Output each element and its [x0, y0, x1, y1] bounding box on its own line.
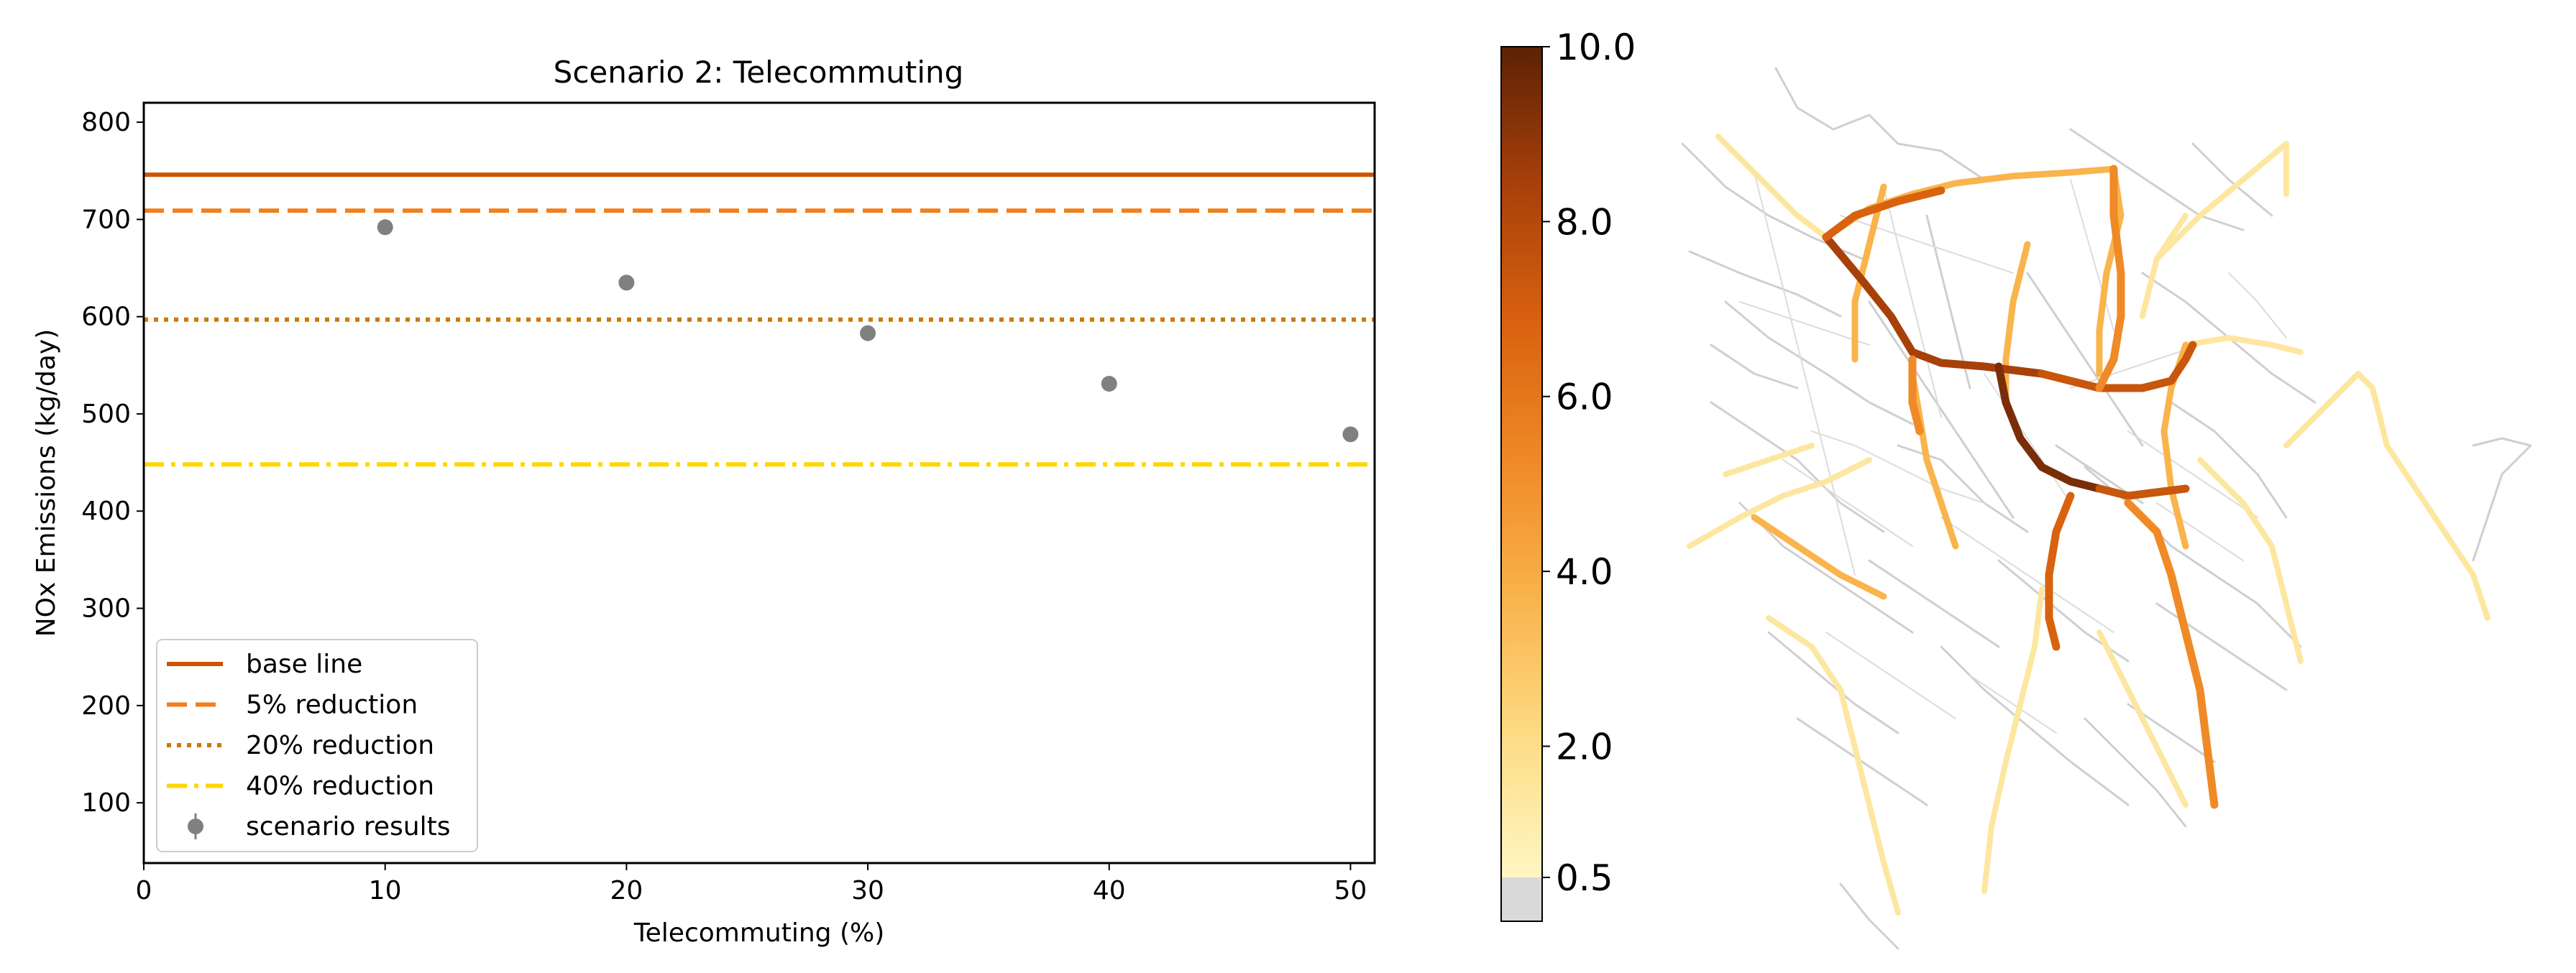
- legend: base line 5% reduction 20% reduction 40% re…: [156, 639, 478, 852]
- y-tick-label: 800: [81, 108, 131, 137]
- plot-frame: [142, 101, 1376, 864]
- y-tick-label: 200: [81, 691, 131, 721]
- y-tick-label: 500: [81, 400, 131, 429]
- colorbar-tick-label: 6.0: [1556, 377, 1613, 418]
- minor-roads-dense: [1739, 172, 2287, 734]
- minor-roads: [1681, 67, 2532, 950]
- colorbar-tick-label: 4.0: [1556, 551, 1613, 593]
- x-axis-ticks: 0 10 20 30 40 50: [136, 863, 1367, 905]
- colorbar-tick-label: 10.0: [1556, 27, 1636, 68]
- y-tick-label: 700: [81, 205, 131, 234]
- y-tick-label: 400: [81, 497, 131, 526]
- y-tick-label: 100: [81, 788, 131, 818]
- low-emission-roads: [1687, 134, 2490, 916]
- legend-label: 40% reduction: [246, 772, 434, 801]
- scenario-point: [860, 325, 876, 341]
- reference-lines: [144, 172, 1375, 467]
- colorbar-gradient: [1501, 47, 1542, 877]
- high-emission-roads: [1822, 165, 2219, 809]
- legend-label: 5% reduction: [246, 691, 418, 720]
- scenario-point: [618, 275, 635, 291]
- colorbar-under-segment: [1501, 877, 1542, 921]
- scenario-point: [1101, 376, 1117, 392]
- legend-marker: [188, 818, 203, 834]
- x-tick-label: 10: [369, 876, 402, 905]
- y-tick-label: 600: [81, 303, 131, 332]
- y-tick-label: 300: [81, 594, 131, 624]
- colorbar-frame: [1500, 46, 1543, 922]
- legend-label: scenario results: [246, 812, 450, 841]
- legend-box: [156, 639, 478, 852]
- scenario-point: [1342, 426, 1359, 443]
- x-tick-label: 20: [610, 876, 643, 905]
- scenario-points: [377, 219, 1359, 443]
- x-tick-label: 40: [1093, 876, 1126, 905]
- legend-label: 20% reduction: [246, 731, 434, 760]
- scenario-point: [377, 219, 393, 236]
- x-tick-label: 0: [136, 876, 152, 905]
- y-axis-label: NOx Emissions (kg/day): [32, 329, 61, 637]
- road-network-map: [1681, 67, 2532, 950]
- colorbar-tick-label: 2.0: [1556, 726, 1613, 767]
- x-axis-label: Telecommuting (%): [633, 918, 884, 948]
- x-tick-label: 50: [1334, 876, 1367, 905]
- colorbar-tick-label: 8.0: [1556, 201, 1613, 243]
- chart-title: Scenario 2: Telecommuting: [554, 55, 964, 90]
- colorbar: 10.0 8.0 6.0 4.0 2.0 0.5: [1500, 27, 1636, 922]
- y-axis-ticks: 100 200 300 400 500 600 700 800: [81, 108, 144, 818]
- emissions-chart: Scenario 2: Telecommuting 0 10 20 30 40 50 10…: [32, 55, 1376, 948]
- x-tick-label: 30: [851, 876, 884, 905]
- legend-label: base line: [246, 650, 362, 679]
- colorbar-ticks: 10.0 8.0 6.0 4.0 2.0 0.5: [1542, 27, 1636, 899]
- colorbar-tick-label: 0.5: [1556, 857, 1613, 899]
